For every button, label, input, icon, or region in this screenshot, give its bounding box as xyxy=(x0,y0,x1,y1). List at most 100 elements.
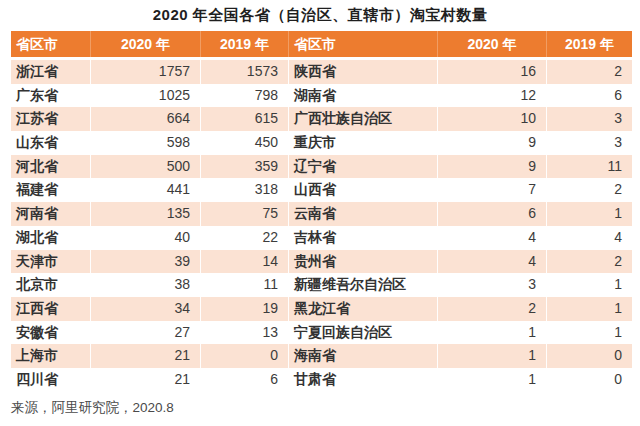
count-2020-cell: 1 xyxy=(437,368,546,392)
table-body: 浙江省17571573陕西省162广东省1025798湖南省126江苏省6646… xyxy=(11,60,632,392)
province-cell: 湖南省 xyxy=(288,84,437,108)
province-cell: 新疆维吾尔自治区 xyxy=(288,273,437,297)
count-2019-cell: 3 xyxy=(546,107,632,131)
count-2020-cell: 21 xyxy=(90,368,200,392)
province-cell: 湖北省 xyxy=(11,226,90,250)
count-2020-cell: 441 xyxy=(90,178,200,202)
province-cell: 河北省 xyxy=(11,155,90,179)
table-row: 江西省3419黑龙江省21 xyxy=(11,297,632,321)
table-row: 江苏省664615广西壮族自治区103 xyxy=(11,107,632,131)
province-cell: 吉林省 xyxy=(288,226,437,250)
count-2020-cell: 135 xyxy=(90,202,200,226)
count-2019-cell: 2 xyxy=(546,60,632,84)
province-cell: 海南省 xyxy=(288,344,437,368)
count-2020-cell: 4 xyxy=(437,226,546,250)
province-cell: 辽宁省 xyxy=(288,155,437,179)
count-2019-cell: 2 xyxy=(546,178,632,202)
count-2019-cell: 75 xyxy=(200,202,288,226)
table-row: 湖北省4022吉林省44 xyxy=(11,226,632,250)
count-2020-cell: 9 xyxy=(437,131,546,155)
province-cell: 江西省 xyxy=(11,297,90,321)
count-2019-cell: 2 xyxy=(546,250,632,274)
header-2020-right: 2020 年 xyxy=(437,31,546,57)
count-2019-cell: 798 xyxy=(200,84,288,108)
province-cell: 福建省 xyxy=(11,178,90,202)
province-cell: 云南省 xyxy=(288,202,437,226)
header-2020-left: 2020 年 xyxy=(90,31,200,57)
count-2019-cell: 1573 xyxy=(200,60,288,84)
count-2019-cell: 22 xyxy=(200,226,288,250)
table-row: 四川省216甘肃省10 xyxy=(11,368,632,392)
count-2020-cell: 9 xyxy=(437,155,546,179)
header-province-right: 省区市 xyxy=(288,31,437,57)
page-title: 2020 年全国各省（自治区、直辖市）淘宝村数量 xyxy=(0,6,640,25)
table-row: 北京市3811新疆维吾尔自治区31 xyxy=(11,273,632,297)
province-cell: 重庆市 xyxy=(288,131,437,155)
count-2020-cell: 6 xyxy=(437,202,546,226)
province-cell: 四川省 xyxy=(11,368,90,392)
table-row: 山东省598450重庆市93 xyxy=(11,131,632,155)
province-cell: 广西壮族自治区 xyxy=(288,107,437,131)
count-2019-cell: 11 xyxy=(200,273,288,297)
province-cell: 贵州省 xyxy=(288,250,437,274)
count-2020-cell: 16 xyxy=(437,60,546,84)
count-2020-cell: 1757 xyxy=(90,60,200,84)
count-2019-cell: 0 xyxy=(546,368,632,392)
count-2020-cell: 38 xyxy=(90,273,200,297)
taobao-village-table: 省区市 2020 年 2019 年 省区市 2020 年 2019 年 浙江省1… xyxy=(11,31,632,392)
province-cell: 广东省 xyxy=(11,84,90,108)
count-2019-cell: 615 xyxy=(200,107,288,131)
count-2020-cell: 27 xyxy=(90,321,200,345)
province-cell: 上海市 xyxy=(11,344,90,368)
count-2020-cell: 4 xyxy=(437,250,546,274)
count-2020-cell: 1 xyxy=(437,321,546,345)
count-2020-cell: 598 xyxy=(90,131,200,155)
province-cell: 安徽省 xyxy=(11,321,90,345)
province-cell: 江苏省 xyxy=(11,107,90,131)
table-row: 广东省1025798湖南省126 xyxy=(11,84,632,108)
count-2019-cell: 359 xyxy=(200,155,288,179)
count-2020-cell: 40 xyxy=(90,226,200,250)
count-2019-cell: 1 xyxy=(546,273,632,297)
count-2020-cell: 39 xyxy=(90,250,200,274)
table-row: 天津市3914贵州省42 xyxy=(11,250,632,274)
count-2019-cell: 14 xyxy=(200,250,288,274)
count-2019-cell: 3 xyxy=(546,131,632,155)
count-2020-cell: 7 xyxy=(437,178,546,202)
count-2020-cell: 21 xyxy=(90,344,200,368)
count-2019-cell: 0 xyxy=(546,344,632,368)
count-2019-cell: 19 xyxy=(200,297,288,321)
count-2020-cell: 664 xyxy=(90,107,200,131)
table-row: 安徽省2713宁夏回族自治区11 xyxy=(11,321,632,345)
province-cell: 天津市 xyxy=(11,250,90,274)
province-cell: 北京市 xyxy=(11,273,90,297)
count-2019-cell: 11 xyxy=(546,155,632,179)
count-2019-cell: 6 xyxy=(200,368,288,392)
province-cell: 黑龙江省 xyxy=(288,297,437,321)
count-2019-cell: 1 xyxy=(546,297,632,321)
count-2019-cell: 1 xyxy=(546,321,632,345)
table-row: 河南省13575云南省61 xyxy=(11,202,632,226)
province-cell: 山西省 xyxy=(288,178,437,202)
header-2019-right: 2019 年 xyxy=(546,31,632,57)
province-cell: 河南省 xyxy=(11,202,90,226)
count-2020-cell: 3 xyxy=(437,273,546,297)
table-row: 上海市210海南省10 xyxy=(11,344,632,368)
count-2019-cell: 6 xyxy=(546,84,632,108)
province-cell: 山东省 xyxy=(11,131,90,155)
table-row: 福建省441318山西省72 xyxy=(11,178,632,202)
count-2019-cell: 4 xyxy=(546,226,632,250)
count-2019-cell: 13 xyxy=(200,321,288,345)
count-2019-cell: 0 xyxy=(200,344,288,368)
province-cell: 甘肃省 xyxy=(288,368,437,392)
province-cell: 陕西省 xyxy=(288,60,437,84)
source-note: 来源，阿里研究院，2020.8 xyxy=(11,399,174,417)
count-2020-cell: 1 xyxy=(437,344,546,368)
count-2020-cell: 1025 xyxy=(90,84,200,108)
header-2019-left: 2019 年 xyxy=(200,31,288,57)
count-2019-cell: 450 xyxy=(200,131,288,155)
table-row: 浙江省17571573陕西省162 xyxy=(11,60,632,84)
count-2019-cell: 318 xyxy=(200,178,288,202)
table-header-row: 省区市 2020 年 2019 年 省区市 2020 年 2019 年 xyxy=(11,31,632,57)
province-cell: 宁夏回族自治区 xyxy=(288,321,437,345)
